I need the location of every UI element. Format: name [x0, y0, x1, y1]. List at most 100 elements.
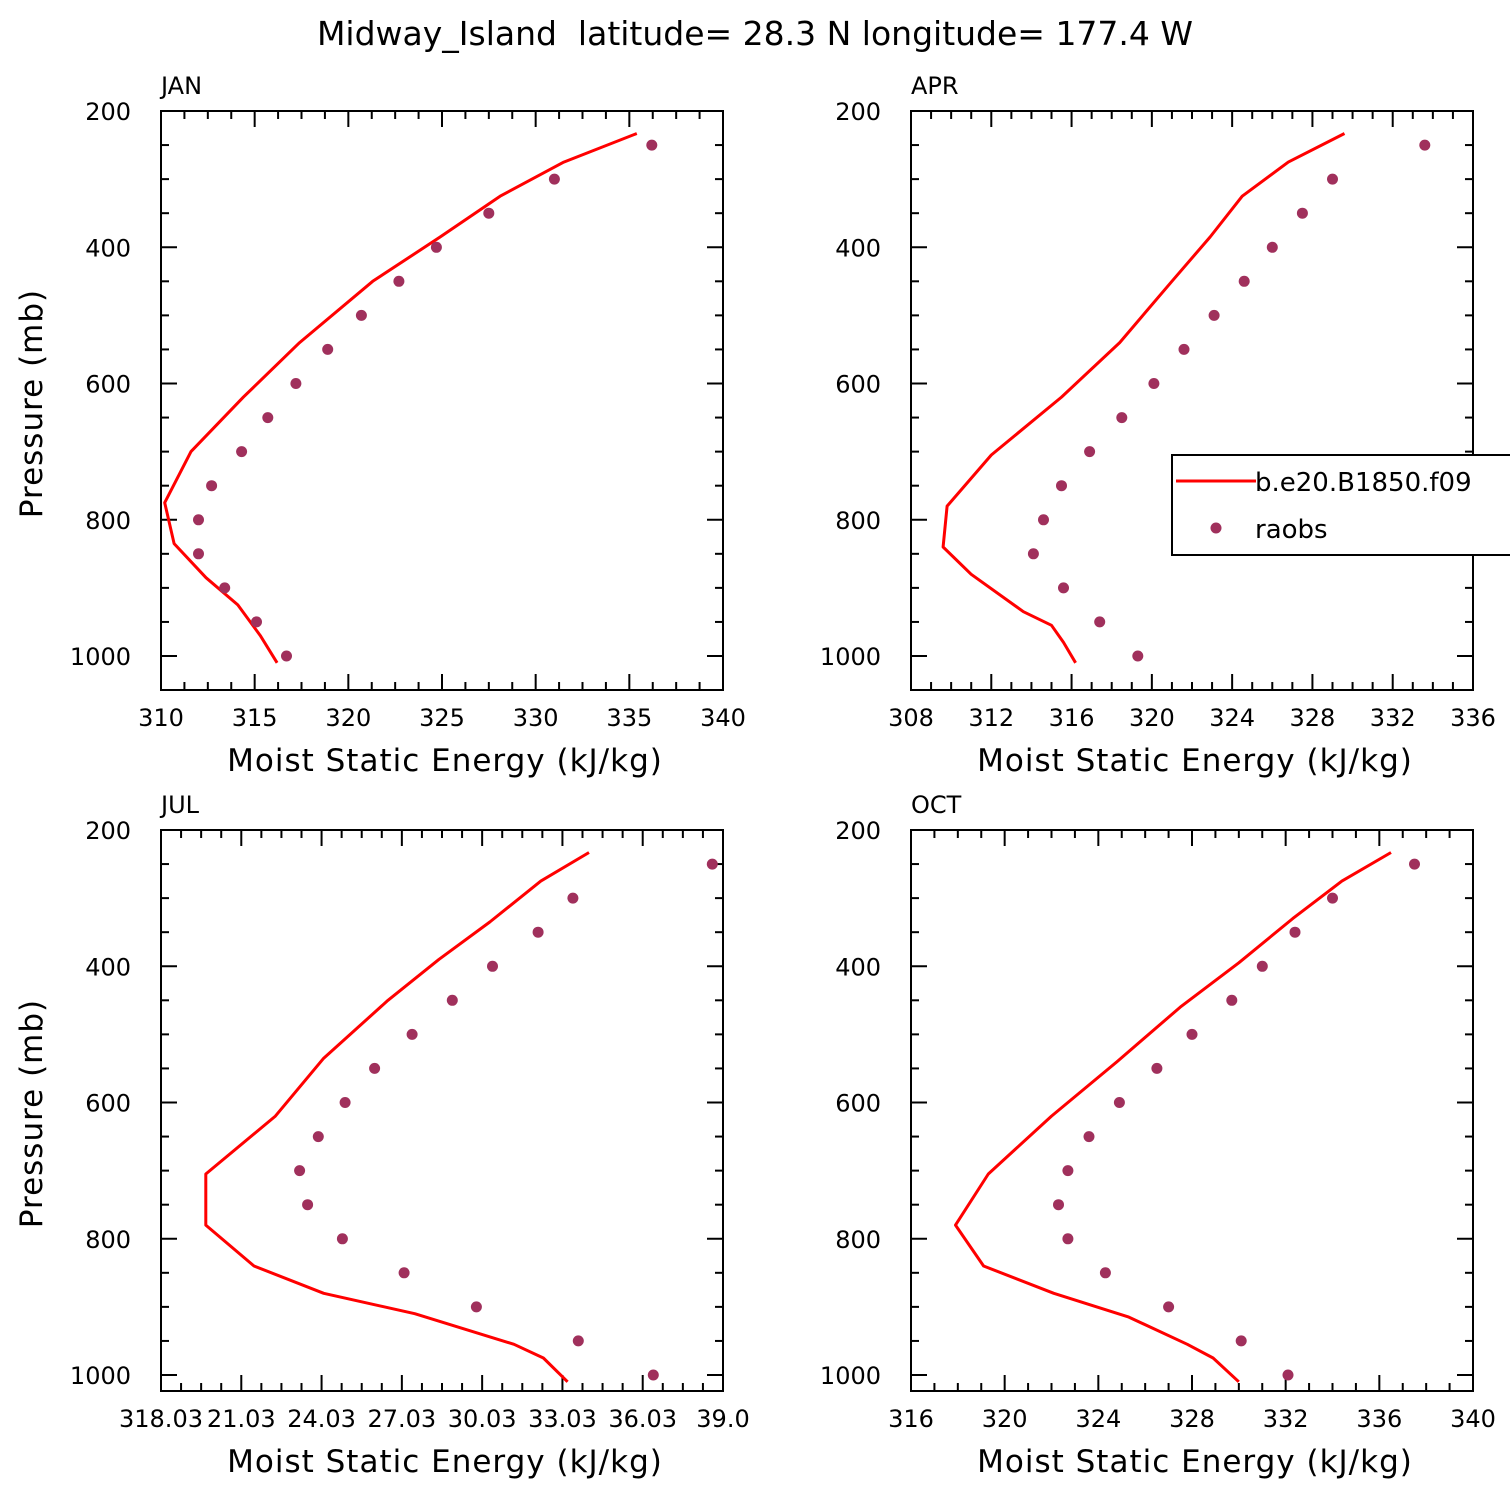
obs-point [1099, 1267, 1111, 1279]
obs-point [487, 960, 498, 972]
obs-point [406, 1028, 418, 1040]
x-tick-label: 310 [138, 704, 184, 732]
obs-point [1038, 514, 1049, 526]
x-axis-label: Moist Static Energy (kJ/kg) [227, 743, 663, 779]
panel-title: APR [911, 72, 959, 100]
obs-point [647, 1369, 659, 1381]
y-tick-label: 400 [835, 234, 881, 262]
plot-frame [160, 829, 724, 1392]
obs-point [262, 412, 274, 424]
obs-point [1084, 446, 1096, 458]
y-tick-label: 600 [85, 1090, 131, 1118]
obs-point [393, 275, 405, 287]
obs-point [322, 343, 334, 355]
obs-point [206, 480, 218, 492]
obs-point [1327, 173, 1338, 185]
y-tick-label: 600 [835, 1090, 881, 1118]
panel-jan: 200 400 600 800 1000 310 315 320 325 330 335 340 JAN… [14, 72, 746, 779]
obs-point [355, 309, 367, 321]
y-tick-label: 200 [85, 98, 131, 126]
x-tick-label: 320 [325, 704, 371, 732]
x-tick-label: 325 [419, 704, 465, 732]
x-tick-label: 21.03 [207, 1405, 276, 1433]
y-tick-label: 600 [85, 371, 131, 399]
x-tick-label: 328 [1169, 1405, 1215, 1433]
obs-point [430, 241, 442, 253]
obs-point [1053, 1199, 1064, 1211]
plot-area [941, 132, 1431, 664]
obs-point [548, 173, 560, 185]
obs-point [1409, 858, 1420, 870]
x-tick-label: 27.03 [367, 1405, 436, 1433]
x-tick-label: 328 [1290, 704, 1336, 732]
x-tick-label: 318.03 [119, 1405, 203, 1433]
x-tick-label: 324 [1075, 1405, 1121, 1433]
x-tick-label: 340 [700, 704, 746, 732]
panel-title: JAN [159, 72, 202, 100]
x-tick-label: 24.03 [287, 1405, 356, 1433]
obs-point [532, 926, 544, 938]
x-tick-label: 340 [1450, 1405, 1496, 1433]
obs-point [281, 650, 292, 662]
legend-obs-marker [1210, 522, 1222, 534]
x-axis-label: Moist Static Energy (kJ/kg) [977, 743, 1413, 779]
y-tick-label: 800 [85, 1226, 131, 1254]
y-tick-label: 1000 [70, 643, 131, 671]
x-tick-label: 308 [888, 704, 934, 732]
plot-area [954, 851, 1420, 1383]
y-tick-label: 800 [835, 507, 881, 535]
plot-frame [160, 110, 724, 691]
obs-point [1327, 892, 1338, 904]
panels-group: 200 400 600 800 1000 310 315 320 325 330 335 340 JAN… [14, 72, 1496, 1480]
y-tick-label: 200 [835, 817, 881, 845]
plot-area [204, 851, 718, 1383]
legend: b.e20.B1850.f09 raobs [1171, 454, 1510, 556]
model-line [954, 851, 1392, 1383]
y-tick-label: 400 [85, 234, 131, 262]
obs-point [1027, 548, 1039, 560]
x-tick-label: 39.0 [696, 1405, 749, 1433]
x-tick-label: 336 [1356, 1405, 1402, 1433]
obs-point [193, 514, 204, 526]
plot-area [163, 132, 658, 664]
x-tick-label: 332 [1370, 704, 1416, 732]
model-line [941, 132, 1346, 664]
x-tick-label: 316 [1049, 704, 1095, 732]
obs-point [1256, 960, 1268, 972]
model-line [163, 132, 638, 664]
obs-point [1113, 1097, 1125, 1108]
legend-obs-label: raobs [1255, 515, 1328, 545]
y-tick-label: 800 [835, 1226, 881, 1254]
obs-point [1148, 378, 1160, 389]
x-tick-label: 33.03 [528, 1405, 597, 1433]
y-tick-label: 1000 [820, 643, 881, 671]
obs-point [1226, 994, 1238, 1006]
x-tick-label: 30.03 [448, 1405, 517, 1433]
legend-model-label: b.e20.B1850.f09 [1255, 468, 1472, 498]
obs-point [706, 858, 718, 870]
y-tick-label: 600 [835, 371, 881, 399]
obs-point [193, 548, 204, 560]
obs-point [290, 378, 302, 389]
obs-point [1163, 1301, 1175, 1313]
figure-title: Midway_Island latitude= 28.3 N longitude… [317, 14, 1193, 53]
x-tick-label: 335 [606, 704, 652, 732]
obs-point [1056, 480, 1067, 492]
obs-point [1266, 241, 1278, 253]
obs-point [302, 1199, 314, 1211]
obs-point [1116, 412, 1128, 424]
obs-point [1186, 1028, 1198, 1040]
panel-title: OCT [911, 791, 962, 819]
obs-point [572, 1335, 584, 1347]
obs-point [1282, 1369, 1294, 1381]
y-tick-label: 200 [85, 817, 131, 845]
obs-point [1289, 926, 1301, 938]
y-tick-label: 1000 [70, 1362, 131, 1390]
obs-point [1419, 139, 1431, 151]
obs-point [1296, 207, 1308, 219]
obs-point [339, 1097, 351, 1108]
obs-point [219, 582, 231, 594]
obs-point [336, 1233, 348, 1245]
